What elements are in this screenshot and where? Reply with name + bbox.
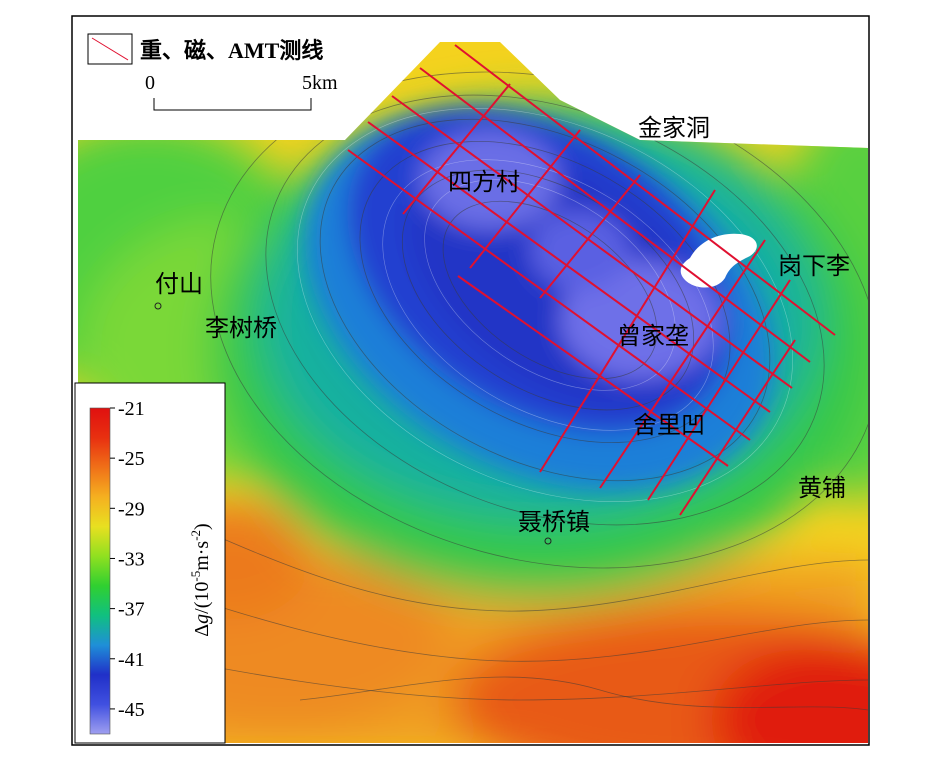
survey-line xyxy=(457,275,729,467)
colorbar-panel: -21 -25 -29 -33 -37 -41 -45 Δg/(10-5m·s-2) xyxy=(74,382,226,744)
settlement-marker xyxy=(544,537,552,545)
survey-line xyxy=(367,121,771,413)
survey-line xyxy=(454,44,836,336)
survey-line xyxy=(647,279,791,501)
survey-line xyxy=(391,95,793,389)
survey-line xyxy=(679,339,796,516)
no-data-area xyxy=(680,233,757,288)
colorbar-title-unit: /(10 xyxy=(191,582,213,614)
place-jinjiadong: 金家洞 xyxy=(638,114,710,142)
place-zengjiawei: 曾家垄 xyxy=(617,322,689,350)
survey-line xyxy=(469,129,581,269)
colorbar-title-unit-mid: m·s xyxy=(191,541,213,571)
colorbar-tick-label: -41 xyxy=(118,649,145,671)
legend-label: 重、磁、AMT测线 xyxy=(140,38,323,63)
place-sifangcun: 四方村 xyxy=(448,168,520,196)
colorbar-title-close: ) xyxy=(191,523,213,530)
place-lishuqiao: 李树桥 xyxy=(205,314,277,342)
colorbar-title: Δg/(10-5m·s-2) xyxy=(188,523,213,636)
colorbar-tick-label: -25 xyxy=(118,448,145,470)
line-legend: 重、磁、AMT测线 xyxy=(87,33,323,65)
colorbar-tick-label: -45 xyxy=(118,699,145,721)
survey-lines xyxy=(347,44,836,516)
place-huangpu: 黄铺 xyxy=(798,474,846,502)
survey-line xyxy=(599,239,766,489)
colorbar-tick-label: -37 xyxy=(118,599,145,621)
colorbar-scale xyxy=(89,407,111,735)
place-nieqiaozhen: 聂桥镇 xyxy=(518,508,590,536)
scale-start: 0 xyxy=(145,72,155,94)
colorbar-tick-label: -33 xyxy=(118,548,145,570)
place-gangxiali: 岗下李 xyxy=(778,252,850,280)
colorbar-ticks: -21 -25 -29 -33 -37 -41 -45 xyxy=(110,398,145,721)
colorbar-title-delta: Δ xyxy=(191,624,213,637)
colorbar-title-variable: g xyxy=(191,614,213,624)
settlement-marker xyxy=(154,302,162,310)
colorbar-tick-label: -29 xyxy=(118,498,145,520)
survey-line xyxy=(402,83,511,215)
scale-line xyxy=(153,98,312,111)
survey-line xyxy=(539,189,716,473)
legend-line-sample xyxy=(91,37,129,61)
scale-bar: 0 5km xyxy=(145,72,338,111)
colorbar-tick-label: -21 xyxy=(118,398,145,420)
place-shelilao: 舍里凹 xyxy=(633,411,705,439)
place-fushan: 付山 xyxy=(155,270,203,298)
colorbar-title-exponent: -5 xyxy=(188,571,203,582)
survey-line xyxy=(539,174,641,299)
scale-end: 5km xyxy=(302,72,338,94)
survey-line xyxy=(419,67,811,363)
colorbar-title-exponent: -2 xyxy=(188,530,203,541)
